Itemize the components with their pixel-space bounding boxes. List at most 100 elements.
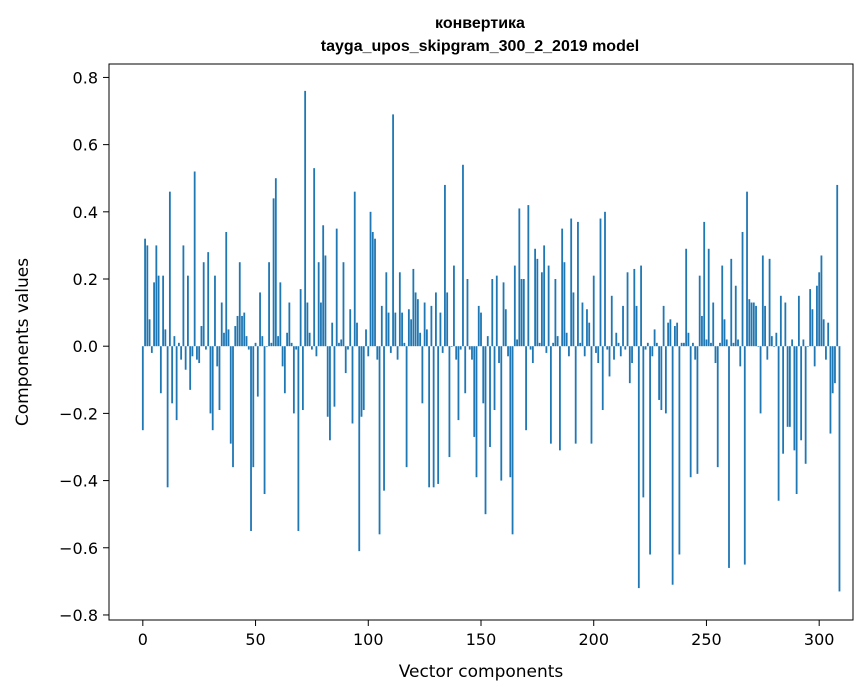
bar: [311, 346, 313, 350]
bar: [660, 346, 663, 411]
bar: [825, 346, 827, 360]
bar: [166, 346, 169, 488]
bar: [572, 292, 575, 347]
bar: [827, 322, 830, 347]
bar: [813, 346, 816, 367]
bar: [816, 285, 818, 347]
bar: [556, 336, 559, 347]
bar: [667, 322, 670, 347]
bar: [367, 346, 370, 357]
bar: [157, 275, 160, 347]
bar: [831, 346, 834, 394]
bar: [649, 346, 651, 555]
bar: [624, 346, 627, 350]
bar: [599, 218, 602, 347]
bar: [320, 302, 322, 347]
bar: [689, 346, 692, 478]
bar: [683, 342, 685, 347]
bar: [511, 346, 514, 535]
bar: [196, 346, 198, 360]
bar: [369, 211, 372, 347]
bar: [374, 238, 376, 347]
bar: [480, 312, 482, 347]
bar: [755, 305, 757, 347]
bar: [676, 322, 679, 347]
bar: [477, 305, 480, 347]
bar: [398, 272, 401, 347]
bar: [595, 346, 597, 353]
bar: [696, 346, 699, 474]
bar: [507, 346, 509, 357]
bar: [473, 346, 476, 437]
bar: [525, 346, 527, 431]
bar: [462, 164, 464, 347]
bar: [243, 312, 246, 347]
bar: [385, 272, 388, 347]
bar: [712, 302, 715, 347]
bar: [214, 275, 216, 347]
bar: [809, 289, 812, 347]
bar: [187, 275, 189, 347]
x-tick-label: 100: [353, 630, 384, 649]
bar: [308, 332, 311, 347]
bar: [218, 346, 221, 411]
bar: [184, 346, 187, 370]
bar: [705, 339, 708, 347]
bar: [800, 346, 803, 441]
y-tick-label: 0.4: [73, 203, 98, 222]
bar: [802, 339, 805, 347]
bar: [750, 302, 753, 347]
bar: [435, 292, 437, 347]
bar: [175, 346, 178, 421]
bar: [430, 305, 433, 347]
bar: [232, 346, 234, 468]
bar: [658, 346, 661, 400]
bar: [568, 346, 570, 357]
bar: [340, 339, 343, 347]
bar: [304, 90, 307, 347]
y-tick-label: −0.8: [59, 606, 98, 625]
bar: [277, 336, 279, 347]
bar: [448, 346, 451, 458]
bar: [829, 346, 832, 434]
bar: [205, 346, 207, 350]
bar: [270, 342, 273, 347]
bar: [721, 265, 724, 347]
y-tick-label: 0.0: [73, 337, 98, 356]
bar: [198, 346, 201, 363]
bar: [297, 346, 300, 531]
bar: [500, 346, 503, 481]
bar: [662, 305, 665, 347]
bar: [590, 346, 593, 444]
bar: [193, 171, 196, 347]
bar: [484, 346, 487, 515]
bar: [164, 329, 167, 347]
bar: [793, 346, 796, 451]
bar: [459, 346, 462, 350]
x-tick-label: 300: [804, 630, 835, 649]
bar: [141, 346, 144, 431]
bar: [552, 342, 555, 347]
bar: [822, 319, 825, 347]
bar: [579, 342, 582, 347]
bar: [655, 342, 658, 347]
bar: [685, 248, 688, 347]
bar: [561, 228, 564, 347]
bar: [177, 342, 180, 347]
bar: [191, 346, 194, 357]
bar: [518, 208, 521, 347]
bar: [403, 342, 406, 347]
bar: [703, 221, 706, 347]
bar: [574, 346, 577, 444]
bar: [766, 346, 769, 360]
bar: [680, 342, 683, 347]
bar: [383, 346, 385, 491]
bar: [317, 262, 320, 347]
bar: [412, 268, 415, 347]
bar: [279, 282, 282, 347]
bar: [444, 184, 446, 347]
bar: [583, 346, 586, 357]
bar: [236, 315, 239, 347]
bar: [482, 346, 485, 404]
bar: [559, 346, 561, 451]
